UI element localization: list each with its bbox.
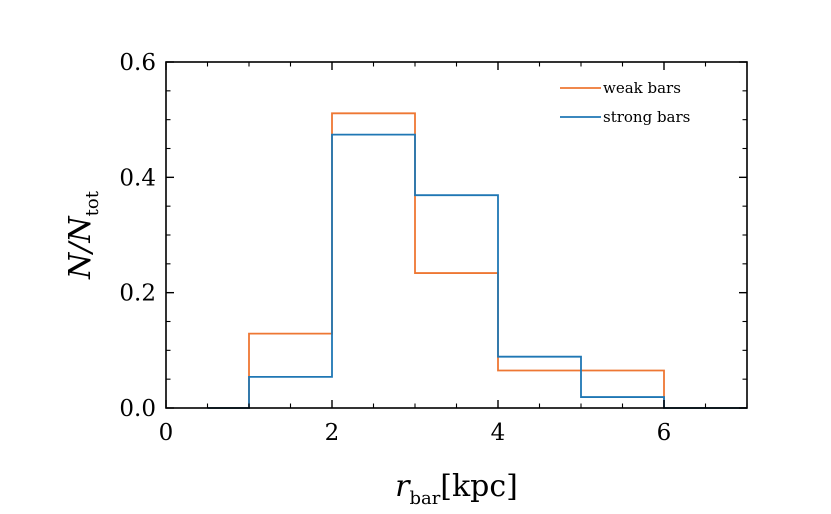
- series-layer: [207, 112, 747, 409]
- y-axis-label: N/Ntot: [63, 190, 103, 280]
- x-tick-label: 4: [491, 420, 506, 446]
- y-axis-label-main: N/N: [63, 215, 98, 280]
- x-tick-label: 0: [159, 420, 174, 446]
- x-tick-label: 6: [657, 420, 672, 446]
- x-axis-label: rbar[kpc]: [395, 469, 518, 509]
- y-tick-label: 0.6: [119, 50, 156, 76]
- series-strong-bars-line: [207, 133, 747, 409]
- y-axis-label-sub: tot: [82, 190, 103, 216]
- tick-labels: 0 2 4 6 0.0 0.2 0.4 0.6: [119, 50, 671, 446]
- x-tick-label: 2: [325, 420, 340, 446]
- plot-frame: [165, 61, 748, 409]
- series-weak-bars-line: [207, 112, 747, 409]
- y-tick-label: 0.0: [119, 396, 156, 422]
- y-tick-label: 0.2: [119, 281, 156, 307]
- x-axis-label-unit: [kpc]: [440, 469, 518, 504]
- legend-label-strong-bars: strong bars: [603, 108, 690, 126]
- y-tick-label: 0.4: [119, 165, 156, 191]
- legend: weak bars strong bars: [560, 79, 690, 126]
- legend-label-weak-bars: weak bars: [603, 79, 681, 97]
- x-axis-label-sub: bar: [409, 488, 440, 509]
- x-axis-label-main: r: [395, 469, 411, 504]
